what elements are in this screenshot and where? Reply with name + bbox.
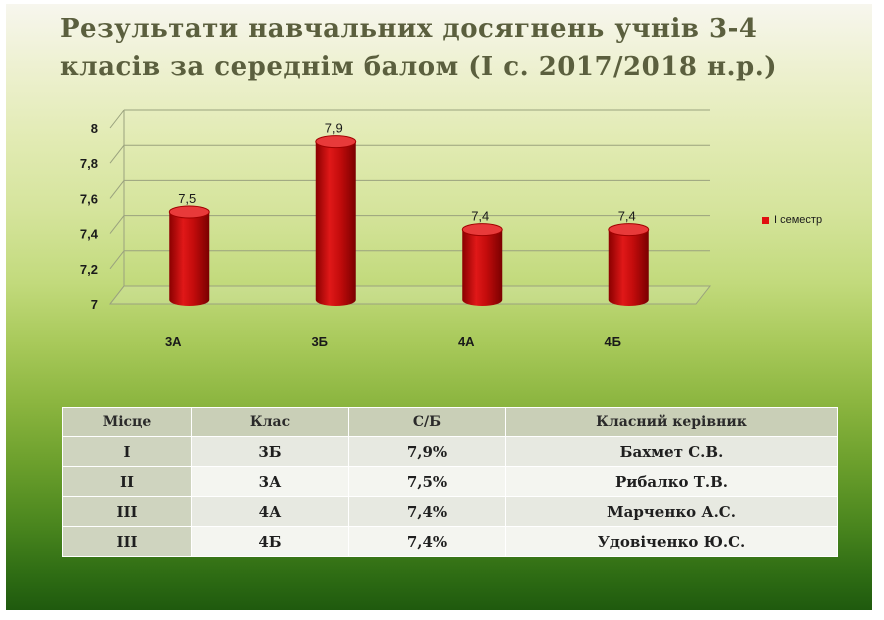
table-row: ІІІ 4А 7,4% Марченко А.С. bbox=[62, 496, 838, 527]
header-place: Місце bbox=[62, 407, 192, 437]
cell-teacher: Бахмет С.В. bbox=[505, 436, 838, 467]
bar bbox=[315, 141, 356, 306]
cell-place: І bbox=[62, 436, 192, 467]
chart-legend: І семестр bbox=[762, 214, 822, 226]
chart-floor bbox=[108, 285, 712, 305]
bar bbox=[169, 212, 210, 306]
cell-class: 3Б bbox=[191, 436, 349, 467]
y-tick-label: 7,8 bbox=[80, 156, 98, 171]
y-tick-label: 7,2 bbox=[80, 262, 98, 277]
legend-swatch bbox=[762, 216, 769, 224]
bar-top bbox=[168, 205, 210, 219]
gridline-side bbox=[109, 180, 125, 199]
data-label: 7,5 bbox=[178, 191, 196, 206]
gridline-side bbox=[109, 215, 125, 234]
x-tick-label: 4А bbox=[458, 334, 475, 349]
x-tick-label: 4Б bbox=[604, 334, 621, 349]
cell-teacher: Удовіченко Ю.С. bbox=[505, 526, 838, 557]
results-table: Місце Клас С/Б Класний керівник І 3Б 7,9… bbox=[62, 407, 838, 557]
gridline-side bbox=[109, 250, 125, 270]
bar-top bbox=[608, 223, 650, 237]
cell-score: 7,4% bbox=[348, 496, 506, 527]
data-label: 7,9 bbox=[325, 121, 343, 136]
table-row: ІІ 3А 7,5% Рибалко Т.В. bbox=[62, 466, 838, 497]
cell-place: ІІІ bbox=[62, 526, 192, 557]
cell-place: ІІІ bbox=[62, 496, 192, 527]
cell-class: 4Б bbox=[191, 526, 349, 557]
y-tick-label: 7,4 bbox=[80, 227, 99, 242]
legend-label: І семестр bbox=[774, 214, 823, 226]
y-tick-label: 8 bbox=[91, 121, 98, 136]
gridline-side bbox=[109, 144, 125, 164]
header-teacher: Класний керівник bbox=[505, 407, 838, 437]
x-tick-label: 3А bbox=[165, 334, 182, 349]
bar bbox=[462, 229, 503, 306]
header-score: С/Б bbox=[348, 407, 506, 437]
bar-top bbox=[461, 223, 503, 237]
cell-score: 7,5% bbox=[348, 466, 506, 497]
cell-teacher: Рибалко Т.В. bbox=[505, 466, 838, 497]
y-tick-label: 7,6 bbox=[80, 191, 98, 206]
table-row: І 3Б 7,9% Бахмет С.В. bbox=[62, 436, 838, 467]
data-label: 7,4 bbox=[471, 209, 489, 224]
bar-top bbox=[315, 135, 357, 149]
y-tick-label: 7 bbox=[91, 297, 98, 312]
slide: Результати навчальних досягнень учнів 3-… bbox=[6, 4, 872, 610]
cell-score: 7,4% bbox=[348, 526, 506, 557]
table-row: ІІІ 4Б 7,4% Удовіченко Ю.С. bbox=[62, 526, 838, 557]
cell-score: 7,9% bbox=[348, 436, 506, 467]
x-tick-label: 3Б bbox=[311, 334, 328, 349]
table-header-row: Місце Клас С/Б Класний керівник bbox=[62, 407, 838, 437]
header-class: Клас bbox=[191, 407, 349, 437]
bar bbox=[608, 229, 649, 306]
cell-place: ІІ bbox=[62, 466, 192, 497]
bar-chart: 7 7,2 7,4 7,6 7,8 8 7,5 3А 7,9 3Б 7,4 4А 7,4 4Б bbox=[80, 109, 712, 349]
data-label: 7,4 bbox=[618, 209, 636, 224]
slide-title: Результати навчальних досягнень учнів 3-… bbox=[60, 14, 778, 82]
cell-class: 4А bbox=[191, 496, 349, 527]
cell-class: 3А bbox=[191, 466, 349, 497]
cell-teacher: Марченко А.С. bbox=[505, 496, 838, 527]
gridline-side bbox=[109, 109, 125, 129]
